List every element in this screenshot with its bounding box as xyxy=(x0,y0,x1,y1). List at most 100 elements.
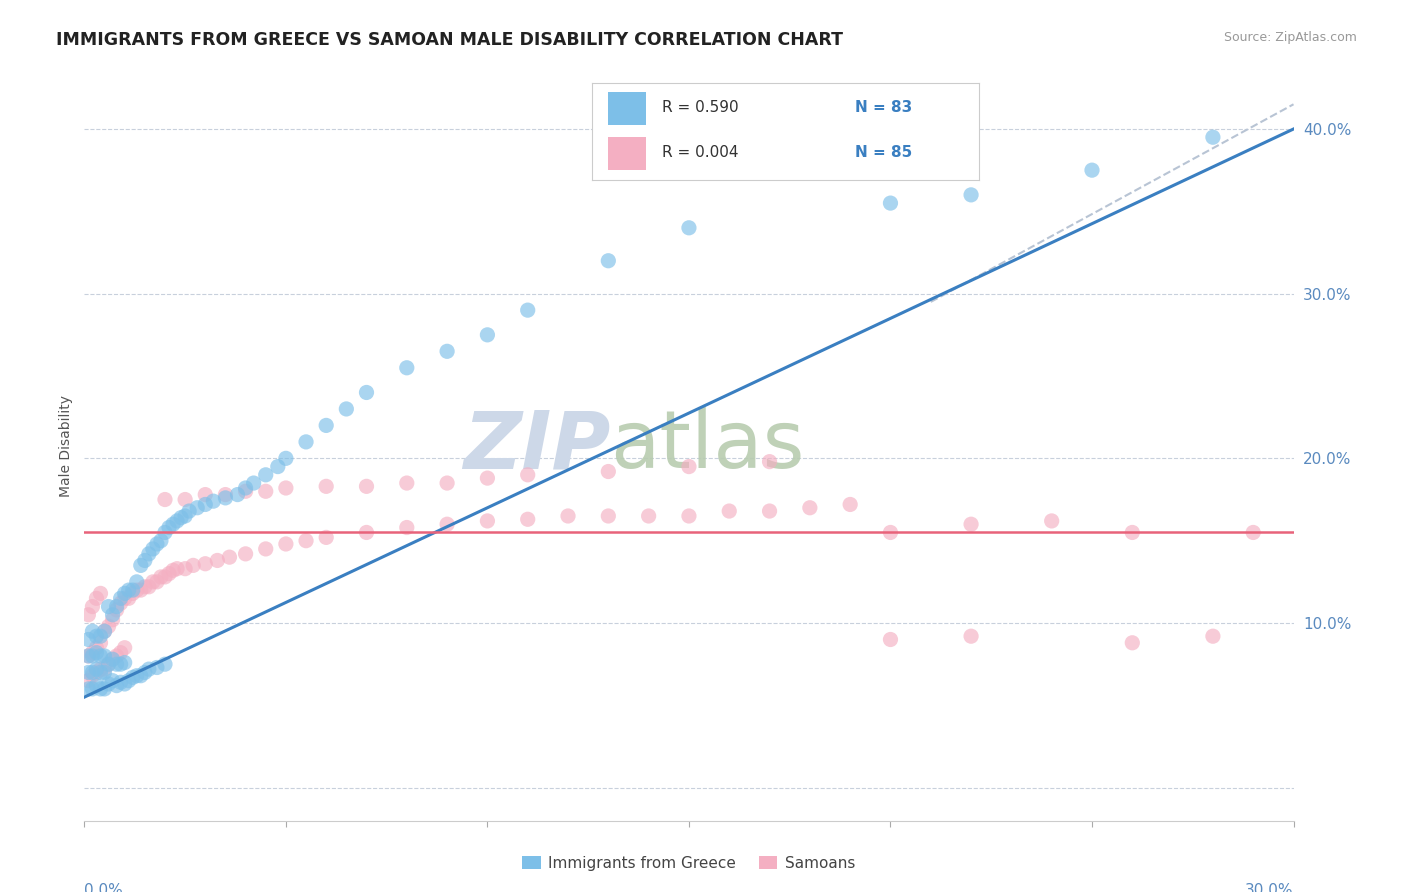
Point xyxy=(77,648,100,663)
Point xyxy=(295,533,318,548)
Y-axis label: Male Disability: Male Disability xyxy=(59,395,73,497)
Point xyxy=(194,487,217,501)
Point xyxy=(125,574,148,589)
Point xyxy=(153,525,176,540)
Point xyxy=(356,525,378,540)
Point xyxy=(153,492,176,507)
Point xyxy=(718,504,741,518)
Point xyxy=(93,665,115,680)
Point xyxy=(254,484,277,499)
Point xyxy=(146,660,169,674)
Point xyxy=(77,665,100,680)
Point xyxy=(82,681,104,696)
Point xyxy=(477,471,499,485)
Point xyxy=(162,563,184,577)
Point xyxy=(557,508,579,523)
Text: ZIP: ZIP xyxy=(463,407,610,485)
Point xyxy=(105,679,128,693)
Point xyxy=(93,662,115,676)
Point xyxy=(89,648,111,663)
Point xyxy=(89,586,111,600)
Point xyxy=(295,434,318,449)
Point xyxy=(960,517,983,532)
Point xyxy=(235,481,257,495)
Point xyxy=(598,508,620,523)
Point xyxy=(157,566,180,581)
Point xyxy=(110,675,132,690)
Point xyxy=(799,500,821,515)
Point xyxy=(114,591,136,606)
Point xyxy=(1241,525,1264,540)
Point xyxy=(194,557,217,571)
Point xyxy=(174,492,197,507)
Point xyxy=(436,344,458,359)
Point xyxy=(97,599,120,614)
Point xyxy=(274,537,297,551)
Point xyxy=(77,681,100,696)
Point xyxy=(86,646,108,660)
Point xyxy=(678,508,700,523)
Point xyxy=(516,512,538,526)
Point xyxy=(226,487,249,501)
Point xyxy=(157,520,180,534)
Point xyxy=(186,500,208,515)
Point xyxy=(86,662,108,676)
Point xyxy=(315,479,337,493)
Point xyxy=(1202,130,1225,145)
Point xyxy=(86,665,108,680)
Point xyxy=(153,570,176,584)
Point xyxy=(89,662,111,676)
Point xyxy=(678,459,700,474)
Point xyxy=(125,583,148,598)
Point xyxy=(170,510,193,524)
Point xyxy=(134,553,156,567)
Point xyxy=(356,479,378,493)
Point xyxy=(101,652,124,666)
Point xyxy=(105,599,128,614)
Point xyxy=(86,591,108,606)
Point xyxy=(839,498,862,512)
Point xyxy=(214,487,236,501)
Point xyxy=(207,553,229,567)
Point xyxy=(254,467,277,482)
Point xyxy=(516,467,538,482)
Point xyxy=(477,514,499,528)
Point xyxy=(82,624,104,639)
Point xyxy=(105,603,128,617)
Text: IMMIGRANTS FROM GREECE VS SAMOAN MALE DISABILITY CORRELATION CHART: IMMIGRANTS FROM GREECE VS SAMOAN MALE DI… xyxy=(56,31,844,49)
Point xyxy=(477,327,499,342)
Point xyxy=(97,677,120,691)
Point xyxy=(86,629,108,643)
Point xyxy=(97,619,120,633)
Point xyxy=(129,583,152,598)
Point xyxy=(516,303,538,318)
Point xyxy=(97,657,120,672)
Point xyxy=(89,665,111,680)
Point xyxy=(105,648,128,663)
Point xyxy=(1121,525,1143,540)
Point xyxy=(129,669,152,683)
Point xyxy=(89,629,111,643)
Point xyxy=(118,591,141,606)
Point xyxy=(82,665,104,680)
Point xyxy=(105,657,128,672)
Point xyxy=(138,662,160,676)
Point xyxy=(598,253,620,268)
Point xyxy=(118,583,141,598)
Point xyxy=(125,669,148,683)
Point xyxy=(149,533,172,548)
Point xyxy=(89,636,111,650)
Point xyxy=(77,673,100,688)
Text: atlas: atlas xyxy=(610,407,804,485)
Point xyxy=(129,558,152,573)
Point xyxy=(1040,514,1063,528)
Point xyxy=(598,465,620,479)
Point xyxy=(93,681,115,696)
Point xyxy=(315,418,337,433)
Point xyxy=(174,562,197,576)
Point xyxy=(89,681,111,696)
Point xyxy=(82,646,104,660)
Point xyxy=(960,187,983,202)
Point xyxy=(758,455,780,469)
Point xyxy=(77,607,100,622)
